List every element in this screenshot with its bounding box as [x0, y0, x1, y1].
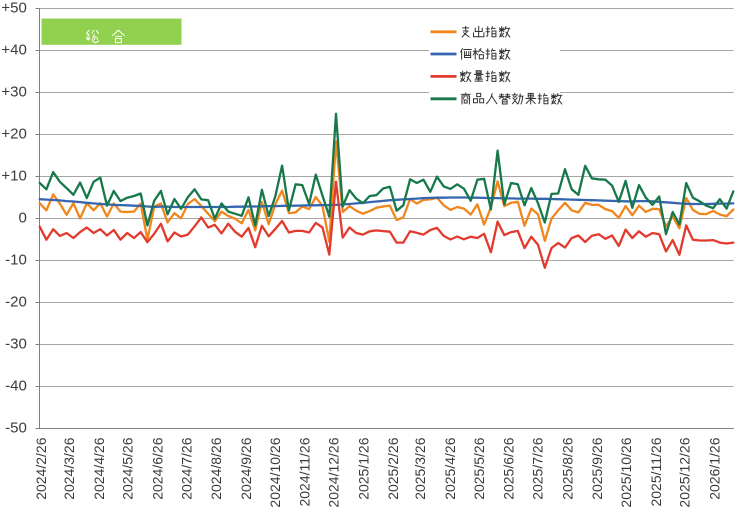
svg-text:2024/2/26: 2024/2/26 [33, 437, 49, 499]
svg-text:0: 0 [18, 210, 26, 227]
svg-text:2024/9/26: 2024/9/26 [238, 437, 254, 499]
svg-text:2025/11/26: 2025/11/26 [648, 437, 664, 506]
svg-text:2024/4/26: 2024/4/26 [91, 437, 107, 499]
svg-text:+30: +30 [1, 84, 26, 101]
svg-text:2024/6/26: 2024/6/26 [150, 437, 166, 499]
svg-text:-30: -30 [5, 336, 27, 353]
svg-text:2024/7/26: 2024/7/26 [178, 437, 194, 499]
svg-text:2025/7/26: 2025/7/26 [530, 437, 546, 499]
svg-text:2024/5/26: 2024/5/26 [120, 437, 136, 499]
svg-text:2024/12/26: 2024/12/26 [326, 437, 342, 507]
svg-text:2025/10/26: 2025/10/26 [618, 437, 634, 507]
svg-text:2026/1/26: 2026/1/26 [707, 437, 723, 499]
svg-text:2025/1/26: 2025/1/26 [355, 437, 371, 499]
svg-text:+10: +10 [1, 168, 26, 185]
svg-text:2024/11/26: 2024/11/26 [297, 437, 313, 506]
svg-text:+50: +50 [1, 0, 26, 17]
svg-text:2024/8/26: 2024/8/26 [208, 437, 224, 499]
svg-text:+40: +40 [1, 42, 26, 59]
svg-text:2024/10/26: 2024/10/26 [267, 437, 283, 507]
svg-text:2025/6/26: 2025/6/26 [501, 437, 517, 499]
svg-text:-50: -50 [5, 420, 27, 437]
svg-text:2024/3/26: 2024/3/26 [61, 437, 77, 499]
svg-text:-40: -40 [5, 378, 27, 395]
svg-text:2025/5/26: 2025/5/26 [471, 437, 487, 499]
svg-text:2025/9/26: 2025/9/26 [589, 437, 605, 499]
svg-text:2025/2/26: 2025/2/26 [385, 437, 401, 499]
svg-text:-10: -10 [5, 252, 27, 269]
svg-text:+20: +20 [1, 126, 26, 143]
svg-text:2025/8/26: 2025/8/26 [559, 437, 575, 499]
svg-text:2025/12/26: 2025/12/26 [677, 437, 693, 507]
svg-text:2025/4/26: 2025/4/26 [442, 437, 458, 499]
svg-text:2025/3/26: 2025/3/26 [412, 437, 428, 499]
svg-text:-20: -20 [5, 294, 27, 311]
